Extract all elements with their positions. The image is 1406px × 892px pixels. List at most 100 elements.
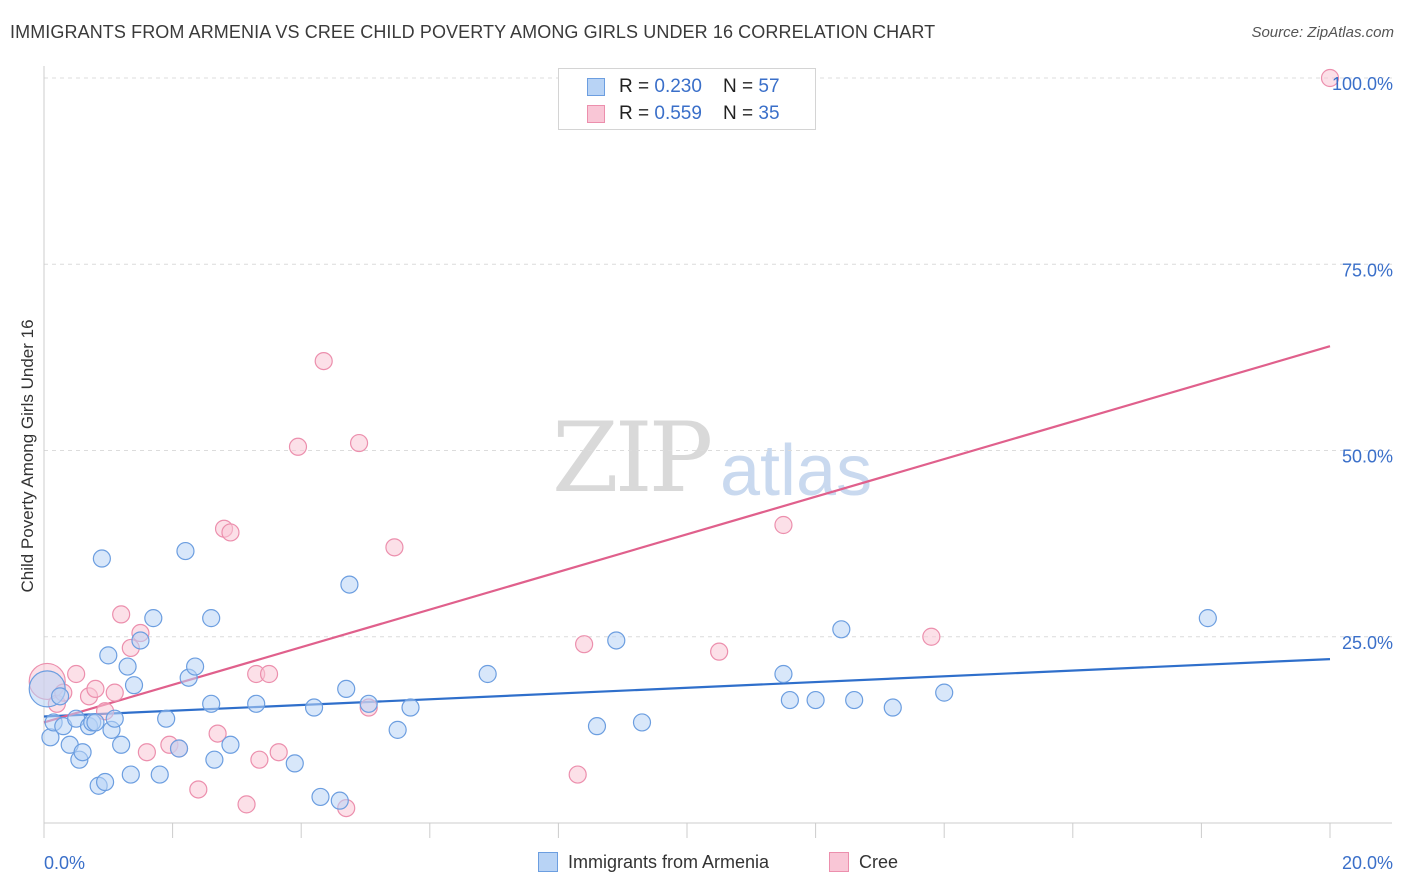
point-armenia [774, 664, 793, 684]
point-armenia [388, 720, 407, 739]
point-armenia [806, 690, 825, 710]
bottom-legend-swatch-armenia [538, 852, 558, 872]
bottom-legend-armenia-label: Immigrants from Armenia [568, 852, 770, 872]
point-cree [922, 627, 941, 646]
data-points [28, 68, 1340, 818]
correlation-legend: R = 0.230 N = 57 R = 0.559 N = 35 [558, 68, 816, 130]
legend-cree-n-label: N = [723, 103, 759, 124]
y-tick-label: 75.0% [1342, 260, 1393, 280]
point-armenia [186, 657, 205, 676]
point-armenia [330, 791, 349, 810]
point-cree [250, 750, 269, 769]
point-cree [568, 765, 587, 784]
point-armenia [169, 739, 189, 758]
point-armenia [780, 690, 799, 710]
watermark-zip: ZIP [552, 402, 713, 514]
point-armenia [112, 735, 131, 754]
point-armenia [95, 772, 115, 792]
x-tick-label: 20.0% [1342, 853, 1393, 873]
point-armenia [105, 709, 124, 728]
point-armenia [124, 676, 144, 695]
bottom-legend-cree-label: Cree [859, 852, 899, 872]
y-tick-label: 50.0% [1342, 447, 1393, 467]
trend-line-armenia [43, 658, 1331, 718]
point-armenia [587, 717, 607, 736]
point-armenia [221, 735, 240, 754]
point-armenia [311, 787, 330, 807]
legend-armenia-r-label: R = [619, 76, 655, 97]
point-armenia [150, 765, 169, 784]
y-tick-label: 100.0% [1332, 74, 1393, 94]
point-armenia [285, 754, 304, 773]
gridlines [44, 77, 1392, 638]
point-armenia [92, 549, 111, 568]
legend-armenia-n-value: 57 [758, 76, 780, 97]
point-armenia [845, 690, 864, 710]
y-tick-label: 25.0% [1342, 633, 1393, 653]
legend-swatch-cree [587, 105, 605, 123]
point-cree [259, 664, 279, 684]
point-cree [221, 523, 240, 542]
tick-labels: 25.0% 50.0% 75.0% 100.0% 0.0% 20.0% [44, 74, 1393, 873]
point-armenia [131, 631, 150, 650]
point-armenia [632, 713, 652, 732]
point-cree [1320, 68, 1340, 88]
point-armenia [121, 765, 140, 784]
point-armenia [359, 694, 378, 713]
point-cree [269, 743, 288, 762]
point-armenia [157, 709, 176, 728]
point-cree [137, 743, 156, 762]
legend-cree-r-label: R = [619, 103, 655, 124]
point-armenia [118, 657, 137, 676]
point-armenia [99, 646, 118, 665]
point-cree [349, 433, 369, 453]
y-axis-label: Child Poverty Among Girls Under 16 [18, 319, 37, 593]
point-armenia [607, 631, 626, 650]
point-cree [385, 538, 404, 557]
x-tick-label: 0.0% [44, 853, 85, 873]
point-armenia [202, 609, 221, 628]
point-armenia [86, 713, 105, 732]
point-armenia [202, 694, 221, 713]
point-armenia [1198, 609, 1217, 628]
source-credit: Source: ZipAtlas.com [1251, 24, 1394, 41]
axes [43, 66, 1392, 838]
point-armenia [832, 620, 851, 639]
point-armenia [247, 694, 266, 713]
point-cree [67, 664, 86, 684]
point-armenia [337, 679, 356, 699]
bottom-legend-armenia: Immigrants from Armenia [538, 852, 769, 873]
point-cree [237, 795, 256, 814]
point-armenia [50, 687, 70, 706]
point-armenia [304, 698, 324, 717]
point-cree [86, 679, 105, 699]
legend-cree-n-value: 35 [758, 103, 780, 124]
point-armenia [176, 541, 195, 561]
point-armenia [401, 698, 420, 717]
point-armenia [478, 664, 497, 684]
legend-armenia-n-label: N = [723, 76, 759, 97]
watermark-atlas: atlas [720, 431, 873, 511]
legend-swatch-armenia [587, 78, 605, 96]
point-armenia [935, 683, 954, 702]
point-cree [774, 515, 793, 535]
point-armenia [883, 698, 902, 717]
point-armenia [73, 743, 92, 762]
chart-title: IMMIGRANTS FROM ARMENIA VS CREE CHILD PO… [10, 22, 936, 42]
point-cree [710, 642, 729, 661]
point-armenia [144, 609, 163, 628]
legend-cree-r-value: 0.559 [654, 103, 702, 124]
point-cree [189, 780, 208, 799]
point-armenia [205, 750, 224, 769]
legend-armenia-r-value: 0.230 [654, 76, 702, 97]
point-cree [288, 437, 308, 456]
point-cree [105, 683, 124, 702]
bottom-legend-cree: Cree [829, 852, 898, 873]
trend-line-cree [43, 345, 1331, 724]
point-cree [314, 352, 333, 371]
bottom-legend-swatch-cree [829, 852, 849, 872]
point-cree [112, 605, 131, 624]
point-armenia [340, 575, 359, 594]
point-cree [208, 724, 227, 743]
